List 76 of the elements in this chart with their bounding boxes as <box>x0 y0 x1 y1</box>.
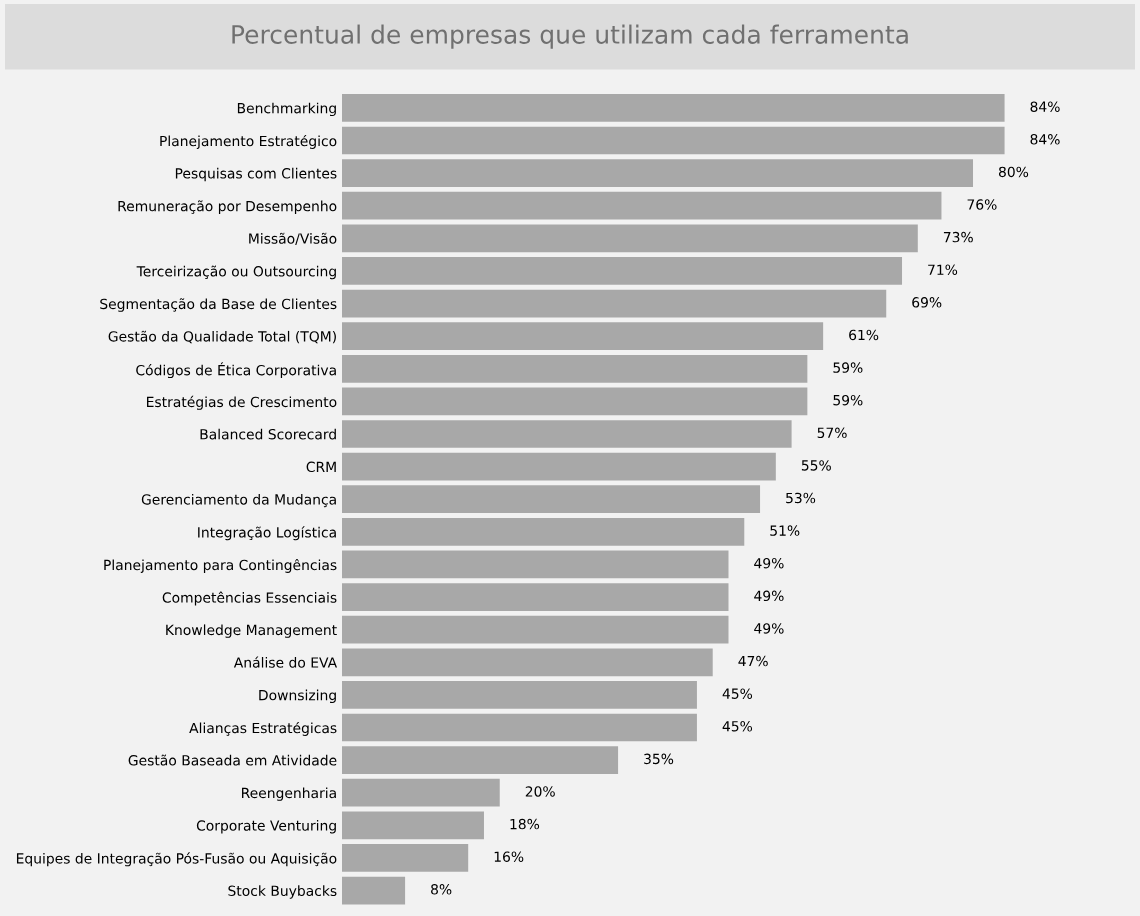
data-label: 84% <box>1030 101 1060 112</box>
data-label: 80% <box>998 166 1029 178</box>
data-label: 59% <box>833 362 863 373</box>
data-label: 55% <box>801 460 831 471</box>
y-tick-label: CRM <box>306 461 336 473</box>
y-tick-label: Remuneração por Desempenho <box>118 200 337 215</box>
data-label: 84% <box>1030 134 1060 145</box>
bar <box>342 844 469 872</box>
data-label: 73% <box>943 231 973 243</box>
bar <box>342 191 942 220</box>
y-tick-label: Equipes de Integração Pós-Fusão ou Aquisição <box>16 852 337 867</box>
data-label: 57% <box>817 427 847 439</box>
y-tick-label: Códigos de Ética Corporativa <box>136 362 336 379</box>
data-label: 76% <box>967 199 997 210</box>
data-label: 47% <box>738 655 768 667</box>
y-tick-label: Stock Buybacks <box>228 885 337 899</box>
data-label: 49% <box>754 623 784 634</box>
y-tick-label: Gestão Baseada em Atividade <box>128 754 337 766</box>
data-label: 51% <box>770 525 800 536</box>
y-tick-label: Análise do EVA <box>233 656 338 668</box>
bar <box>342 322 824 351</box>
data-label: 20% <box>525 786 555 797</box>
bar <box>342 583 729 611</box>
y-tick-label: Competências Essenciais <box>162 591 337 606</box>
bar <box>342 126 1005 155</box>
y-tick-label: Downsizing <box>259 689 336 704</box>
bar <box>342 811 484 840</box>
data-label: 16% <box>494 851 524 862</box>
y-tick-label: Gestão da Qualidade Total (TQM) <box>108 330 336 344</box>
bar <box>342 517 745 546</box>
y-tick-label: Pesquisas com Clientes <box>175 167 337 182</box>
data-label: 18% <box>510 818 540 830</box>
bar <box>342 420 792 448</box>
bar <box>342 224 918 253</box>
y-tick-label: Knowledge Management <box>166 624 337 638</box>
bar <box>342 681 697 709</box>
bar <box>342 615 729 644</box>
y-tick-label: Missão/Visão <box>249 232 337 245</box>
bar <box>342 485 761 514</box>
data-label: 45% <box>722 721 753 732</box>
data-label: 8% <box>431 884 452 895</box>
y-tick-label: Balanced Scorecard <box>200 428 336 440</box>
bar <box>342 289 887 318</box>
data-label: 49% <box>754 557 784 569</box>
data-label: 71% <box>928 264 958 275</box>
y-tick-label: Gerenciamento da Mudança <box>141 493 336 508</box>
data-label: 59% <box>833 394 863 406</box>
y-tick-label: Terceirização ou Outsourcing <box>136 265 336 280</box>
bar <box>342 713 697 742</box>
chart-title: Percentual de empresas que utilizam cada ferramenta <box>232 24 908 49</box>
data-label: 49% <box>754 590 784 602</box>
bar <box>342 94 1005 122</box>
y-tick-label: Benchmarking <box>237 102 336 117</box>
data-label: 61% <box>849 329 879 341</box>
data-label: 35% <box>644 753 674 765</box>
data-label: 53% <box>786 492 816 504</box>
bar <box>342 550 729 579</box>
bar <box>342 387 808 416</box>
y-tick-label: Planejamento Estratégico <box>160 134 337 149</box>
y-tick-label: Segmentação da Base de Clientes <box>100 298 337 312</box>
bar <box>342 746 619 774</box>
bar <box>342 648 713 677</box>
bar <box>342 257 903 285</box>
y-tick-label: Planejamento para Contingências <box>104 558 337 573</box>
y-tick-label: Reengenharia <box>242 787 336 801</box>
bar <box>342 159 974 187</box>
data-label: 69% <box>912 297 942 308</box>
y-tick-label: Alianças Estratégicas <box>189 721 337 736</box>
data-label: 45% <box>722 688 753 699</box>
bar <box>342 778 500 807</box>
bar <box>342 452 776 481</box>
y-tick-label: Estratégias de Crescimento <box>147 395 337 410</box>
bar <box>342 876 406 905</box>
bar <box>342 354 808 383</box>
y-tick-label: Integração Logística <box>198 526 336 541</box>
y-tick-label: Corporate Venturing <box>196 820 336 834</box>
